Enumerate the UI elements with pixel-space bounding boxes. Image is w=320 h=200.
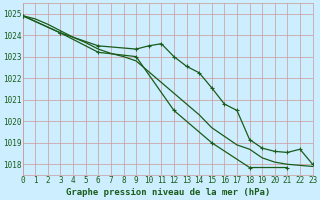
X-axis label: Graphe pression niveau de la mer (hPa): Graphe pression niveau de la mer (hPa) [66,188,270,197]
